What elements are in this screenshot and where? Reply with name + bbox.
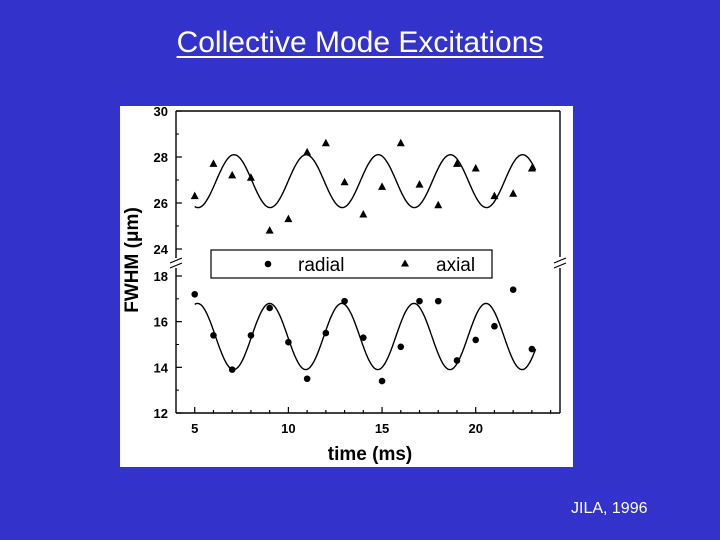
axial-point (527, 164, 536, 172)
axial-point (452, 159, 461, 167)
axial-point (284, 214, 293, 223)
radial-point (285, 338, 292, 346)
legend-box (210, 249, 493, 279)
radial-point (266, 304, 273, 312)
axial-point (228, 170, 237, 179)
fit-curve-axial (194, 153, 537, 209)
axial-point (434, 200, 443, 209)
axial-point (396, 138, 405, 147)
radial-point (341, 297, 348, 305)
chart-legend: radial axial (210, 249, 493, 279)
radial-point (322, 329, 330, 337)
radial-point (360, 334, 367, 341)
radial-point (210, 332, 217, 339)
x-tick-label: 5 (191, 421, 198, 436)
slide-title: Collective Mode Excitations (176, 26, 544, 59)
radial-point (397, 343, 405, 351)
axial-point (359, 210, 368, 218)
axial-point (415, 180, 424, 188)
y-tick-label: 16 (154, 315, 168, 330)
radial-point (228, 366, 236, 373)
axis-break-mark-right (553, 257, 567, 264)
y-tick-label: 30 (154, 106, 168, 119)
radial-point (434, 297, 442, 305)
radial-point (453, 357, 461, 364)
radial-point (509, 286, 517, 293)
data-points (190, 138, 536, 385)
radial-point (491, 322, 498, 330)
y-tick-label: 14 (154, 360, 169, 375)
radial-point (191, 290, 199, 298)
y-axis-label: FWHM (μm) (122, 207, 143, 313)
y-tick-label: 12 (154, 406, 168, 421)
radial-point (472, 336, 480, 344)
axial-point (265, 226, 274, 234)
axis-break-mark-right (553, 262, 567, 269)
x-axis-label: time (ms) (328, 444, 412, 465)
legend-radial-label: radial (298, 255, 344, 276)
axial-point (190, 191, 199, 200)
axial-point (246, 173, 255, 181)
chart-axes: 5 10 15 20 24 26 28 30 12 14 16 18 (154, 106, 567, 436)
axis-break-mark-left (169, 262, 183, 269)
radial-point (416, 297, 423, 305)
axial-point (471, 164, 480, 172)
legend-radial-marker (264, 260, 272, 268)
axial-point (490, 191, 499, 200)
axial-point (378, 182, 387, 190)
credit-text: JILA, 1996 (571, 500, 648, 517)
legend-axial-marker (401, 259, 409, 267)
axial-point (340, 177, 349, 186)
y-tick-label: 26 (154, 196, 168, 211)
axial-point (303, 147, 312, 156)
y-tick-label: 18 (154, 269, 168, 284)
radial-point (378, 377, 386, 385)
x-tick-label: 10 (281, 421, 295, 436)
axial-point (509, 189, 518, 197)
radial-point (303, 375, 311, 383)
y-tick-label: 24 (154, 242, 169, 257)
fwhm-chart: 5 10 15 20 24 26 28 30 12 14 16 18 radial axial tim… (122, 106, 567, 465)
x-tick-label: 20 (468, 421, 482, 436)
y-tick-label: 28 (154, 150, 168, 165)
axis-break-mark-left (169, 257, 183, 264)
axial-point (321, 138, 330, 147)
x-tick-label: 15 (375, 421, 389, 436)
axial-point (209, 159, 218, 167)
radial-point (528, 345, 536, 353)
chart-panel: 5 10 15 20 24 26 28 30 12 14 16 18 radial axial tim… (120, 106, 573, 467)
legend-axial-label: axial (436, 255, 475, 276)
radial-point (247, 332, 255, 339)
